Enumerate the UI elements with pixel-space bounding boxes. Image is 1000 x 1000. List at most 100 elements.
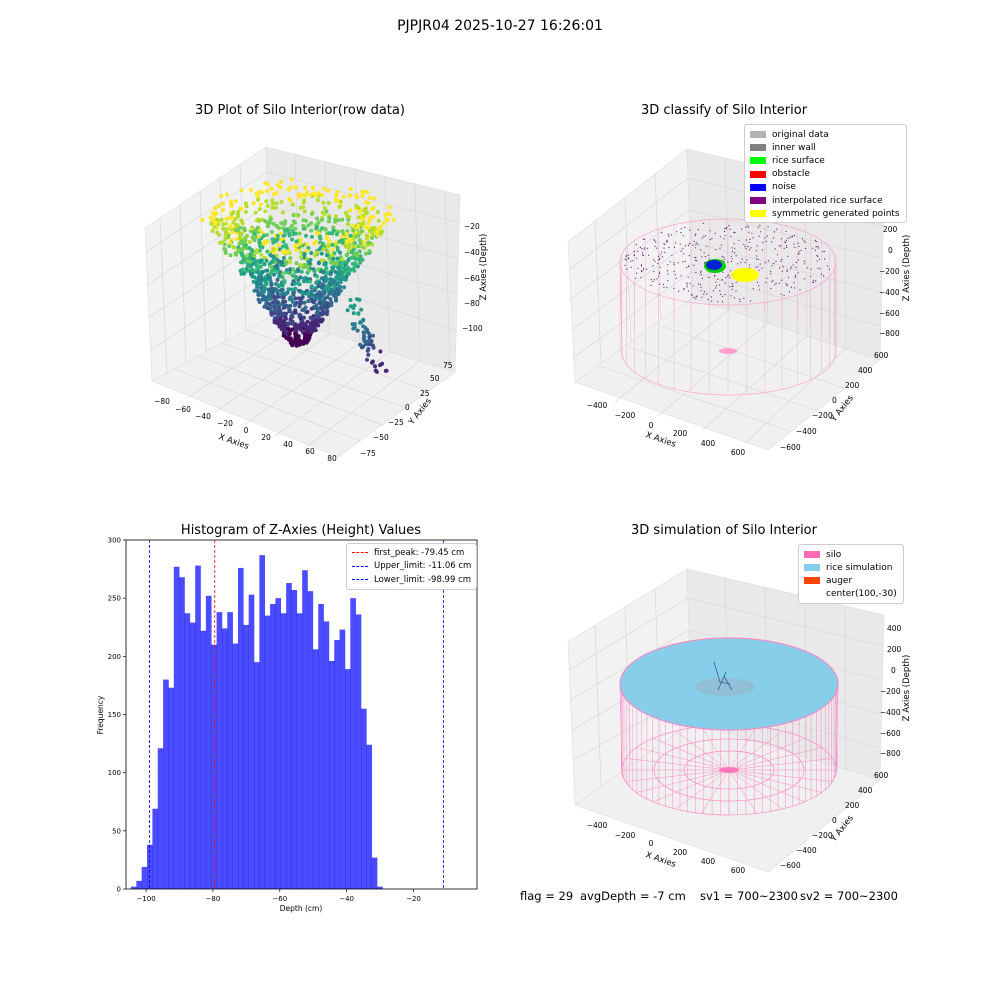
- panel1-point: [279, 180, 284, 184]
- histogram-bar: [350, 598, 356, 889]
- panel1-point: [282, 327, 287, 332]
- panel1-point: [371, 345, 376, 350]
- panel1-point: [309, 284, 314, 289]
- histogram-bar: [318, 603, 324, 889]
- panel1-point: [337, 239, 342, 244]
- panel2-surface-dot: [643, 267, 645, 269]
- panel4-floor-spoke: [728, 730, 783, 771]
- legend-line: [352, 579, 368, 581]
- panel1-point: [366, 339, 371, 344]
- panel2-surface-dot: [815, 280, 817, 282]
- panel1-point: [327, 231, 332, 236]
- panel2-surface-dot: [758, 269, 760, 271]
- panel1-point: [215, 230, 220, 235]
- panel2-surface-dot: [725, 277, 727, 279]
- panel1-point: [292, 281, 297, 286]
- panel2-surface-dot: [684, 226, 686, 228]
- panel2-surface-dot: [794, 274, 797, 276]
- panel2-surface-dot: [793, 282, 795, 284]
- panel1-y-tick: 0: [405, 403, 410, 412]
- panel2-surface-dot: [790, 268, 792, 270]
- panel1-point: [315, 198, 320, 203]
- panel1-point: [371, 229, 376, 234]
- panel1-point: [279, 310, 283, 315]
- panel1-point: [263, 280, 268, 285]
- panel1-point: [305, 309, 310, 314]
- panel1-point: [210, 217, 215, 222]
- panel2-surface-dot: [658, 255, 660, 258]
- panel2-surface-dot: [799, 289, 801, 291]
- panel2-surface-dot: [761, 267, 763, 269]
- panel1-point: [294, 248, 299, 253]
- panel2-surface-dot: [747, 225, 749, 227]
- panel1-point: [337, 204, 342, 209]
- panel2-surface-dot: [724, 282, 726, 284]
- panel1-y-ticks: −75 −50 −25 0 25 50 75: [360, 361, 453, 458]
- panel1-point: [262, 233, 267, 238]
- panel1-point: [240, 260, 245, 265]
- panel2-surface-dot: [797, 259, 799, 261]
- panel1-point: [287, 260, 292, 265]
- panel1-point: [265, 268, 270, 273]
- panel1-point: [356, 215, 361, 220]
- panel1-point: [270, 205, 275, 210]
- panel2-surface-dot: [766, 277, 768, 279]
- panel1-point: [274, 247, 279, 252]
- panel1-point: [316, 191, 321, 196]
- panel1-point: [323, 304, 327, 309]
- panel2-surface-dot: [819, 268, 821, 270]
- panel1-point: [351, 228, 356, 233]
- panel2-surface-dot: [786, 269, 788, 271]
- panel1-point: [247, 240, 252, 244]
- panel1-point: [258, 202, 263, 207]
- panel2-x-tick: 600: [731, 448, 746, 457]
- panel1-point: [366, 352, 371, 357]
- panel1-point: [301, 218, 306, 223]
- panel2-surface-dot: [749, 267, 751, 269]
- panel2-surface-dots: [624, 222, 830, 303]
- panel1-point: [242, 239, 247, 244]
- panel1-point: [279, 322, 284, 327]
- panel1-point: [318, 234, 322, 239]
- legend-line: [352, 565, 368, 567]
- panel1-point: [310, 185, 315, 190]
- panel1-point: [269, 312, 274, 317]
- histogram-bar: [291, 590, 298, 889]
- panel4-z-tick: −200: [880, 687, 901, 696]
- panel2-surface-dot: [667, 280, 669, 282]
- panel2-surface-dot: [770, 273, 772, 275]
- legend-swatch: [750, 183, 766, 191]
- panel1-point: [221, 201, 226, 206]
- panel2-surface-dot: [735, 255, 737, 257]
- panel1-x-tick: −60: [175, 405, 191, 414]
- panel2-surface-dot: [641, 271, 643, 273]
- panel2-surface-dot: [715, 281, 717, 283]
- panel2-surface-dot: [775, 260, 777, 262]
- panel2-surface-dot: [757, 258, 759, 260]
- panel1-point: [239, 188, 244, 193]
- panel2-surface-dot: [731, 288, 733, 291]
- panel1-x-tick: 60: [305, 447, 315, 456]
- panel1-point: [225, 192, 229, 197]
- panel2-surface-dot: [823, 275, 825, 277]
- panel1-point: [361, 221, 366, 226]
- panel1-point: [267, 302, 272, 306]
- panel1-point: [309, 289, 314, 294]
- panel2-surface-dot: [811, 247, 813, 249]
- panel2-surface-dot: [782, 266, 784, 268]
- panel1-point: [314, 322, 319, 327]
- panel1-point: [286, 337, 291, 342]
- panel1-point: [288, 295, 293, 300]
- panel1-title: 3D Plot of Silo Interior(row data): [195, 103, 405, 118]
- panel2-surface-dot: [783, 247, 785, 249]
- panel1-point: [259, 252, 264, 257]
- legend-swatch: [804, 591, 820, 598]
- panel1-point: [302, 209, 307, 214]
- panel1-point: [244, 266, 249, 271]
- histogram-bar: [243, 624, 249, 889]
- panel1-point: [281, 256, 286, 260]
- panel1-point: [268, 252, 273, 257]
- panel1-point: [259, 190, 264, 195]
- panel2-y-tick: −400: [796, 427, 817, 436]
- panel2-surface-dot: [732, 285, 734, 287]
